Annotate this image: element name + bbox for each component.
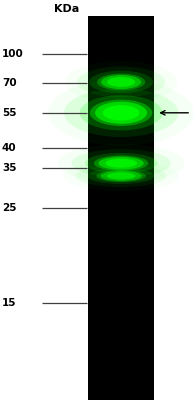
Ellipse shape [101, 75, 141, 89]
Text: 55: 55 [2, 108, 16, 118]
Ellipse shape [85, 153, 157, 174]
Ellipse shape [80, 95, 163, 130]
Ellipse shape [76, 165, 167, 187]
Text: A: A [108, 2, 118, 15]
Ellipse shape [107, 77, 135, 87]
Ellipse shape [89, 71, 153, 93]
Text: 15: 15 [2, 298, 16, 308]
Ellipse shape [64, 88, 178, 137]
Ellipse shape [90, 100, 152, 126]
Ellipse shape [98, 157, 144, 170]
Text: 35: 35 [2, 163, 16, 173]
Text: 40: 40 [2, 143, 17, 153]
Ellipse shape [101, 171, 142, 181]
Ellipse shape [105, 159, 137, 168]
Bar [88, 16, 154, 400]
Ellipse shape [94, 156, 148, 171]
Ellipse shape [103, 105, 139, 120]
Ellipse shape [107, 172, 135, 180]
Ellipse shape [97, 74, 145, 90]
Ellipse shape [88, 168, 154, 184]
Text: 25: 25 [2, 203, 16, 213]
Text: 100: 100 [2, 49, 24, 59]
Text: 70: 70 [2, 78, 17, 88]
Ellipse shape [96, 170, 146, 182]
Ellipse shape [77, 67, 165, 97]
Text: KDa: KDa [54, 4, 79, 14]
Ellipse shape [95, 102, 147, 124]
Ellipse shape [71, 149, 171, 177]
